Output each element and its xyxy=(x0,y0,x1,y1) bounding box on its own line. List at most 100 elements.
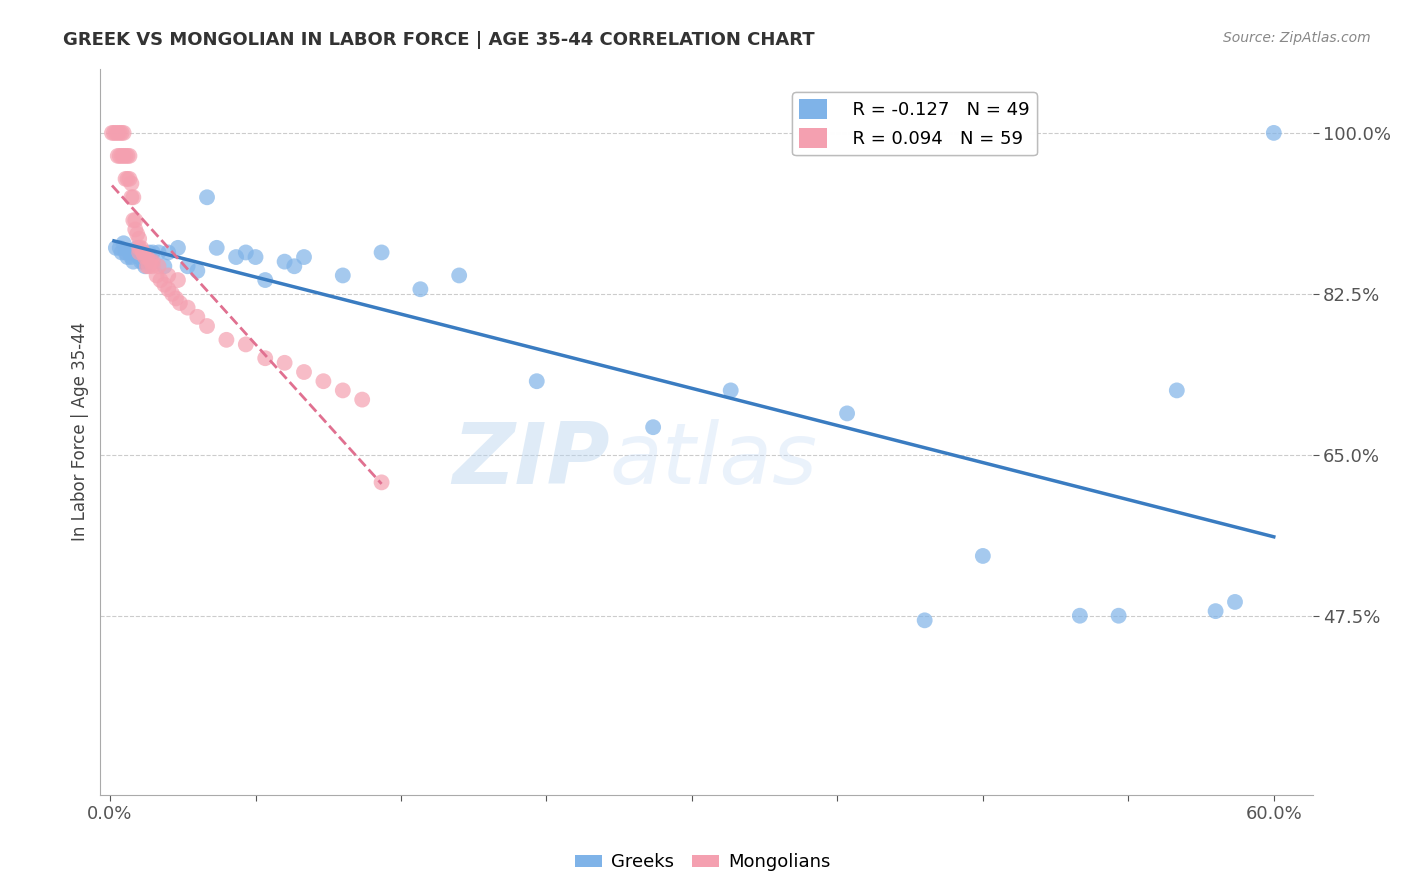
Point xyxy=(114,245,136,260)
Point xyxy=(114,172,136,186)
Point xyxy=(111,149,134,163)
Point xyxy=(176,259,198,273)
Point xyxy=(449,268,471,283)
Point xyxy=(129,241,152,255)
Point xyxy=(112,149,135,163)
Point xyxy=(176,301,198,315)
Point xyxy=(195,319,218,334)
Point xyxy=(167,273,190,287)
Point xyxy=(195,190,218,204)
Point xyxy=(153,259,176,273)
Point xyxy=(153,277,176,292)
Point xyxy=(167,241,190,255)
Point xyxy=(1166,384,1188,398)
Point xyxy=(526,374,548,388)
Text: ZIP: ZIP xyxy=(451,419,609,502)
Point xyxy=(104,241,127,255)
Point xyxy=(142,245,165,260)
Point xyxy=(101,126,124,140)
Point xyxy=(165,292,187,306)
Text: atlas: atlas xyxy=(609,419,817,502)
Point xyxy=(135,250,157,264)
Point xyxy=(120,177,142,191)
Point xyxy=(128,241,150,255)
Point xyxy=(972,549,994,563)
Point xyxy=(157,245,180,260)
Point xyxy=(120,190,142,204)
Point xyxy=(124,213,146,227)
Point xyxy=(273,356,295,370)
Point xyxy=(254,273,277,287)
Point xyxy=(245,250,267,264)
Point xyxy=(254,351,277,366)
Point xyxy=(1108,608,1130,623)
Point xyxy=(122,213,145,227)
Point xyxy=(117,250,139,264)
Point xyxy=(128,232,150,246)
Point xyxy=(112,236,135,251)
Point xyxy=(138,259,160,273)
Point xyxy=(292,365,315,379)
Point xyxy=(114,149,136,163)
Point xyxy=(124,245,146,260)
Text: GREEK VS MONGOLIAN IN LABOR FORCE | AGE 35-44 CORRELATION CHART: GREEK VS MONGOLIAN IN LABOR FORCE | AGE … xyxy=(63,31,815,49)
Point xyxy=(186,310,208,324)
Point xyxy=(139,254,162,268)
Point xyxy=(914,613,936,627)
Point xyxy=(145,268,167,283)
Point xyxy=(409,282,432,296)
Point xyxy=(128,250,150,264)
Point xyxy=(370,245,392,260)
Point xyxy=(1205,604,1227,618)
Point xyxy=(117,172,139,186)
Point xyxy=(108,126,131,140)
Point xyxy=(111,126,134,140)
Point xyxy=(283,259,305,273)
Point xyxy=(118,172,141,186)
Point xyxy=(352,392,374,407)
Point xyxy=(134,250,156,264)
Point xyxy=(235,245,257,260)
Point xyxy=(118,149,141,163)
Point xyxy=(149,273,172,287)
Point xyxy=(186,264,208,278)
Point xyxy=(138,245,160,260)
Legend:   R = -0.127   N = 49,   R = 0.094   N = 59: R = -0.127 N = 49, R = 0.094 N = 59 xyxy=(792,92,1036,155)
Point xyxy=(127,227,149,241)
Point xyxy=(107,126,129,140)
Point xyxy=(108,149,131,163)
Point xyxy=(157,282,180,296)
Y-axis label: In Labor Force | Age 35-44: In Labor Force | Age 35-44 xyxy=(72,322,89,541)
Point xyxy=(332,384,354,398)
Point xyxy=(157,268,180,283)
Point xyxy=(111,245,134,260)
Point xyxy=(169,296,191,310)
Point xyxy=(142,254,165,268)
Point xyxy=(643,420,665,434)
Point xyxy=(124,222,146,236)
Point xyxy=(835,406,858,420)
Point xyxy=(142,259,165,273)
Point xyxy=(129,254,152,268)
Point xyxy=(128,245,150,260)
Point xyxy=(205,241,228,255)
Point xyxy=(1263,126,1285,140)
Point xyxy=(135,254,157,268)
Point xyxy=(148,259,170,273)
Point xyxy=(160,286,183,301)
Point xyxy=(134,259,156,273)
Text: Source: ZipAtlas.com: Source: ZipAtlas.com xyxy=(1223,31,1371,45)
Point xyxy=(225,250,247,264)
Point xyxy=(132,254,155,268)
Point xyxy=(312,374,335,388)
Point xyxy=(135,259,157,273)
Point xyxy=(720,384,742,398)
Point xyxy=(107,149,129,163)
Point xyxy=(1069,608,1091,623)
Point xyxy=(132,245,155,260)
Point xyxy=(215,333,238,347)
Point xyxy=(108,241,131,255)
Point xyxy=(103,126,125,140)
Point xyxy=(127,241,149,255)
Point xyxy=(112,126,135,140)
